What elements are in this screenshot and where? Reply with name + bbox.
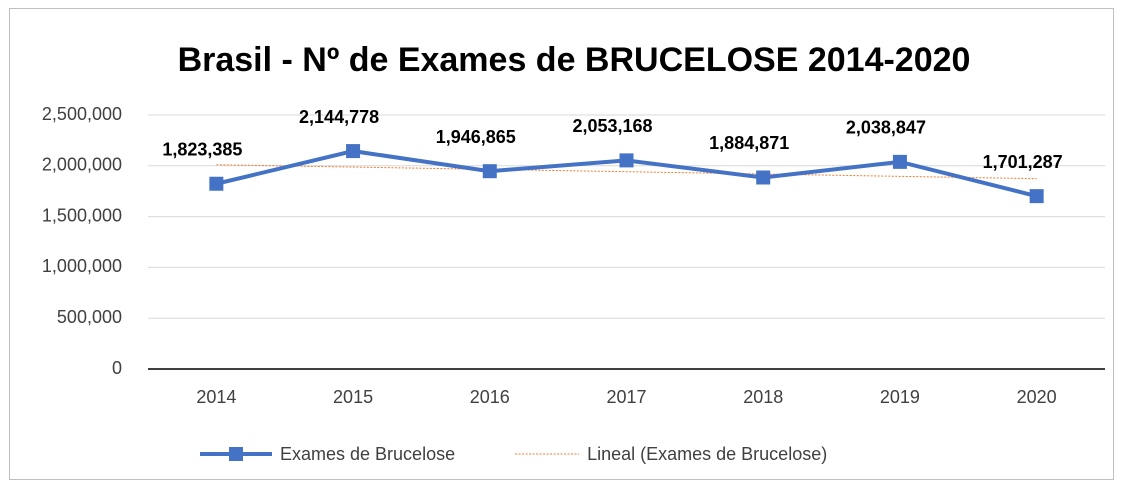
x-tick-label: 2020 (1017, 387, 1057, 407)
y-tick-label: 2,000,000 (42, 155, 122, 175)
y-tick-label: 500,000 (57, 307, 122, 327)
legend-marker (229, 447, 243, 461)
data-label: 2,053,168 (572, 116, 652, 136)
data-label: 1,823,385 (162, 139, 242, 159)
marker (482, 164, 497, 179)
x-tick-label: 2017 (606, 387, 646, 407)
data-label: 1,946,865 (436, 127, 516, 147)
y-tick-label: 1,000,000 (42, 256, 122, 276)
y-tick-label: 2,500,000 (42, 104, 122, 124)
trend-line (216, 164, 1037, 180)
data-label: 2,038,847 (846, 118, 926, 138)
marker (1029, 189, 1044, 204)
x-tick-label: 2018 (743, 387, 783, 407)
marker (209, 176, 224, 191)
legend-label: Lineal (Exames de Brucelose) (587, 444, 827, 464)
x-tick-label: 2015 (333, 387, 373, 407)
data-label: 2,144,778 (299, 107, 379, 127)
marker (892, 154, 907, 169)
chart-title: Brasil - Nº de Exames de BRUCELOSE 2014-… (178, 41, 971, 79)
data-label: 1,884,871 (709, 133, 789, 153)
y-tick-label: 1,500,000 (42, 205, 122, 225)
x-tick-label: 2016 (470, 387, 510, 407)
marker (346, 144, 361, 159)
legend-label: Exames de Brucelose (280, 444, 455, 464)
data-label: 1,701,287 (983, 152, 1063, 172)
y-tick-label: 0 (112, 358, 122, 378)
x-tick-label: 2019 (880, 387, 920, 407)
chart-border (9, 8, 1114, 480)
marker (619, 153, 634, 168)
x-tick-label: 2014 (196, 387, 236, 407)
marker (756, 170, 771, 185)
